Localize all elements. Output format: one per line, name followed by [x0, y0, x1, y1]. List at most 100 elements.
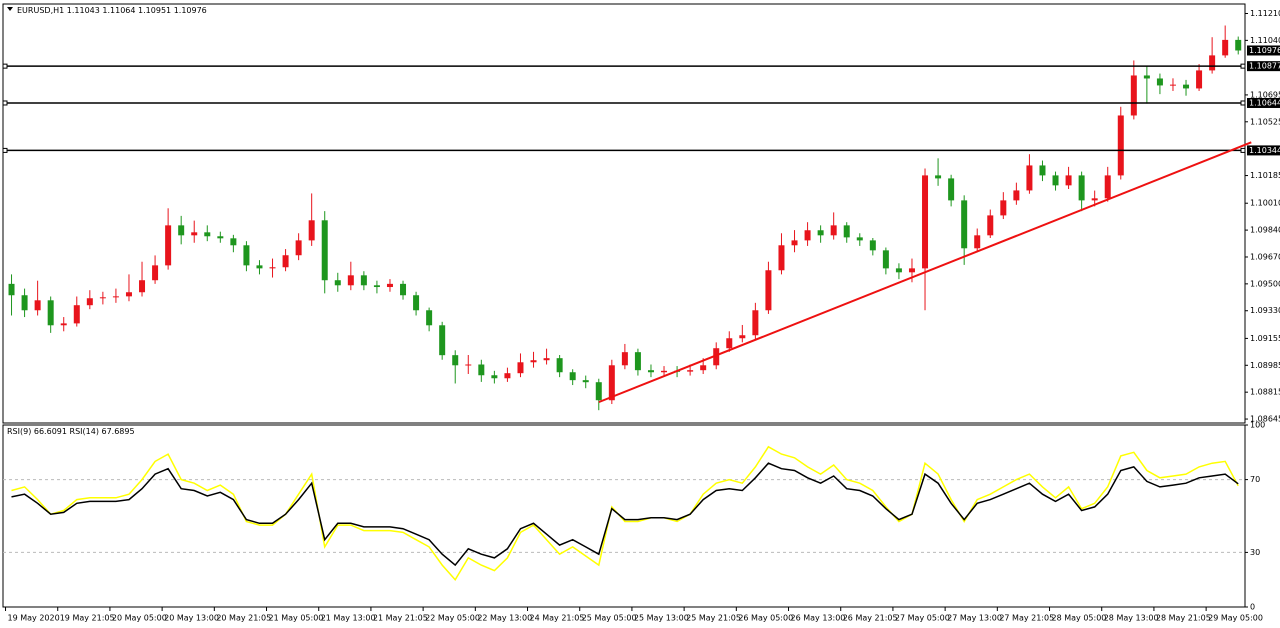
candle-body [86, 298, 93, 306]
candle-body [165, 225, 172, 266]
level-label-box [1247, 97, 1280, 108]
candle-body [217, 236, 224, 239]
candle-body [908, 268, 915, 273]
candle-body [400, 283, 407, 296]
x-tick-label: 29 May 05:00 [1208, 614, 1263, 623]
candle-body [1196, 70, 1203, 89]
rsi14-name: RSI(14) [70, 427, 99, 436]
candle-body [373, 285, 380, 288]
candle-body [700, 365, 707, 371]
y-tick-label: 1.11210 [1250, 9, 1280, 18]
level-handle [1240, 63, 1246, 69]
candle-body [491, 375, 498, 379]
level-label-box [1247, 61, 1280, 72]
candle-body [125, 292, 132, 297]
candle-body [778, 245, 785, 271]
x-tick-label: 21 May 13:00 [321, 614, 376, 623]
level-handle [2, 147, 8, 153]
candle-body [1156, 78, 1163, 86]
candle-body [295, 240, 302, 256]
y-tick-label: 1.10525 [1250, 117, 1280, 126]
candle-body [1039, 165, 1046, 176]
y-tick-label: 1.10695 [1250, 90, 1280, 99]
candle-body [530, 360, 537, 363]
x-tick-label: 19 May 2020 [8, 614, 60, 623]
x-tick-label: 26 May 13:00 [791, 614, 846, 623]
y-tick-label: 70 [1250, 475, 1260, 484]
candle-body [1117, 115, 1124, 176]
level-label-box [1247, 145, 1280, 156]
candle-body [73, 305, 80, 324]
candle-body [791, 240, 798, 246]
candle-body [230, 238, 237, 246]
candle-body [1130, 75, 1137, 116]
candle-body [882, 250, 889, 269]
candle-body [595, 382, 602, 401]
level-handle [2, 63, 8, 69]
symbol: EURUSD,H1 [17, 6, 64, 15]
x-tick-label: 26 May 05:00 [738, 614, 793, 623]
candle-body [308, 220, 315, 241]
y-tick-label: 100 [1250, 421, 1265, 430]
candle-body [8, 283, 15, 296]
candle-body [347, 275, 354, 286]
candle-body [1000, 200, 1007, 216]
candle-body [1222, 39, 1229, 56]
x-tick-label: 28 May 05:00 [1052, 614, 1107, 623]
candle-body [47, 300, 54, 326]
candle-body [426, 310, 433, 326]
candle-body [569, 372, 576, 381]
candle-body [243, 245, 250, 266]
candle-body [739, 335, 746, 339]
y-tick-label: 1.09500 [1250, 279, 1280, 288]
rsi-line [11, 462, 1239, 567]
rsi-line [11, 445, 1239, 581]
x-tick-label: 21 May 05:00 [269, 614, 324, 623]
level-handle [1240, 147, 1246, 153]
candle-body [765, 270, 772, 311]
candle-body [869, 240, 876, 251]
menu-arrow [7, 7, 13, 11]
candle-body [1104, 175, 1111, 199]
candle-body [152, 265, 159, 281]
x-tick-label: 20 May 05:00 [112, 614, 167, 623]
ohlc-open: 1.11043 [67, 6, 100, 15]
x-tick-label: 21 May 21:05 [373, 614, 428, 623]
rsi14-value: 67.6895 [101, 427, 134, 436]
candle-body [360, 275, 367, 286]
x-tick-label: 27 May 05:00 [895, 614, 950, 623]
y-tick-label: 0 [1250, 603, 1255, 612]
candle-body [1026, 165, 1033, 191]
candle-body [948, 178, 955, 201]
candle-body [112, 296, 119, 298]
x-tick-label: 28 May 21:05 [1156, 614, 1211, 623]
candle-body [935, 175, 942, 179]
candle-body [647, 370, 654, 373]
candle-body [661, 370, 668, 373]
candle-body [1169, 84, 1176, 86]
candle-body [139, 280, 146, 293]
candle-body [621, 352, 628, 366]
candle-body [478, 364, 485, 376]
candle-body [517, 362, 524, 374]
candle-body [895, 268, 902, 273]
y-tick-label: 1.08645 [1250, 415, 1280, 424]
candle-body [1235, 39, 1242, 51]
level-handle [2, 100, 8, 106]
candle-body [413, 295, 420, 311]
candle-body [1065, 175, 1072, 186]
candle-body [856, 237, 863, 241]
candle-body [60, 323, 67, 326]
candle-body [452, 355, 459, 366]
x-tick-label: 20 May 13:00 [164, 614, 219, 623]
candle-body [282, 255, 289, 268]
x-tick-label: 22 May 05:00 [425, 614, 480, 623]
y-tick-label: 1.09670 [1250, 252, 1280, 261]
candle-body [1078, 175, 1085, 201]
level-label: 1.10877 [1249, 62, 1280, 71]
candle-body [817, 230, 824, 236]
candle-body [974, 235, 981, 249]
level-label: 1.10344 [1249, 146, 1280, 155]
